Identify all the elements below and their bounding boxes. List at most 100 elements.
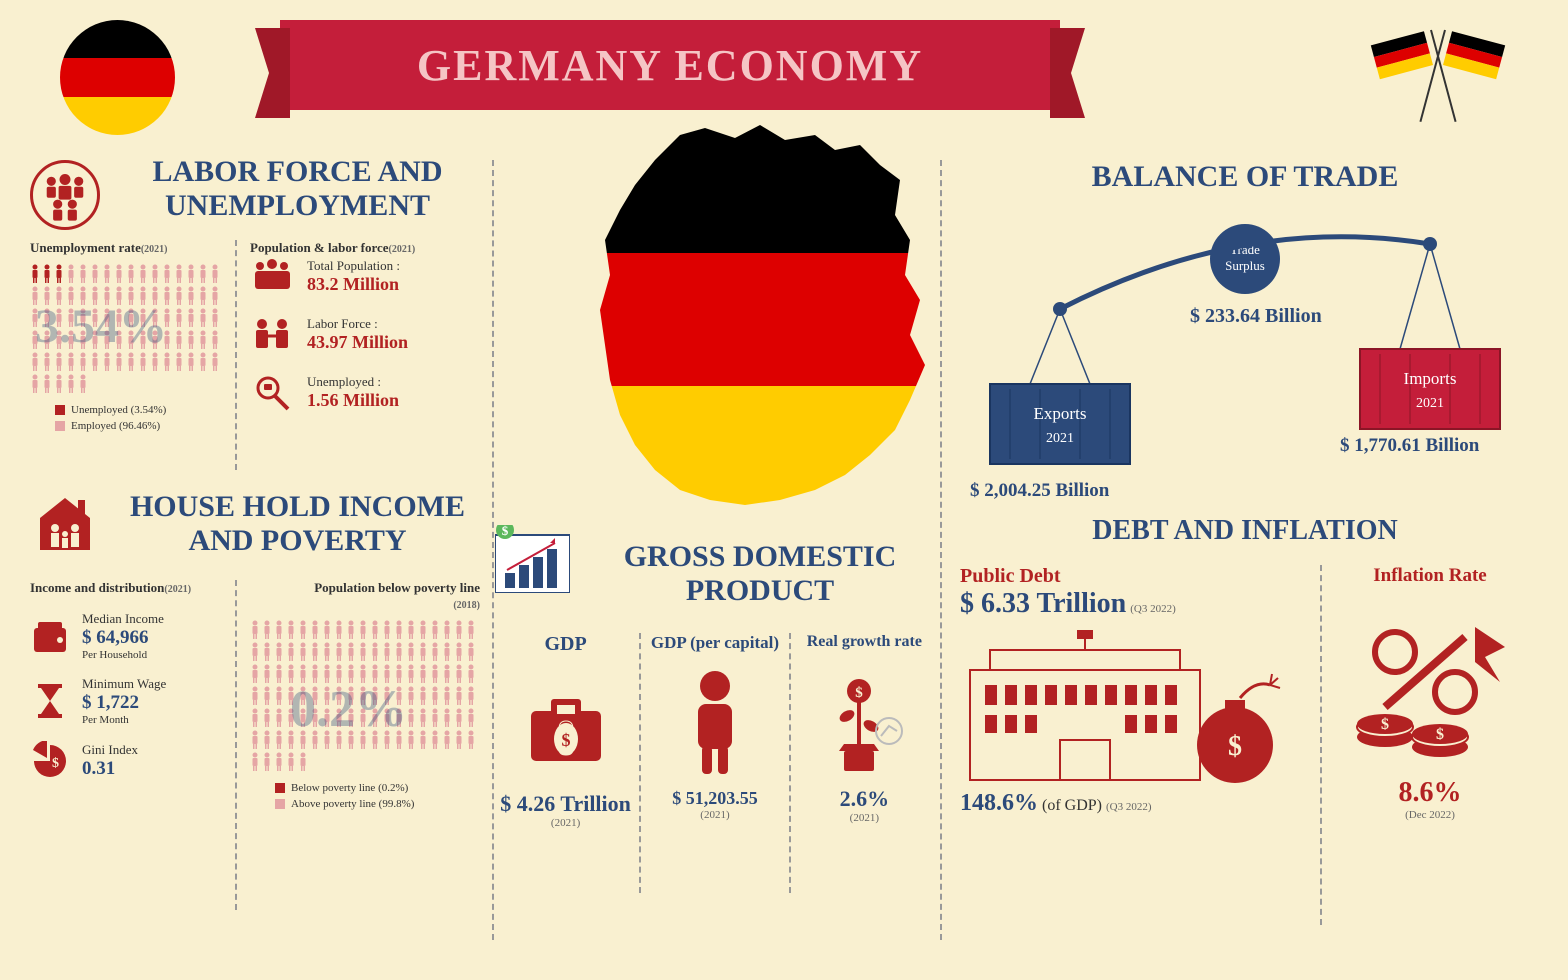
gdp-value: $ 4.26 Trillion	[498, 791, 633, 817]
legend-below: Below poverty line (0.2%)	[291, 782, 408, 794]
gdp-heading: GROSS DOMESTIC PRODUCT	[585, 540, 935, 608]
income-column: Income and distribution(2021) Median Inc…	[30, 580, 225, 796]
trade-heading: BALANCE OF TRADE	[960, 160, 1530, 194]
gdp-growth-col: Real growth rate $ 2.6% (2021)	[797, 633, 932, 893]
svg-text:2021: 2021	[1416, 396, 1444, 411]
svg-text:$: $	[561, 730, 570, 750]
gdp-growth-title: Real growth rate	[797, 633, 932, 651]
pop-heading: Population & labor force	[250, 240, 389, 255]
person-icon	[647, 663, 782, 783]
wage-label: Minimum Wage	[82, 676, 166, 692]
divider	[1320, 565, 1322, 925]
pop-value: 83.2 Million	[307, 274, 400, 295]
divider	[235, 240, 237, 470]
balance-scale-icon: Trade Surplus Exports 2021 Imports 2021	[960, 194, 1530, 514]
poverty-pct: 0.2%	[290, 680, 407, 739]
divider	[492, 160, 494, 940]
gini-label: Gini Index	[82, 742, 138, 758]
svg-text:$: $	[1436, 726, 1444, 743]
public-debt-column: Public Debt $ 6.33 Trillion (Q3 2022) $	[960, 565, 1310, 817]
divider	[940, 160, 942, 940]
gdp-percap-year: (2021)	[647, 809, 782, 821]
building-bomb-icon: $	[960, 630, 1310, 790]
labor-section: LABOR FORCE AND UNEMPLOYMENT Unemploymen…	[30, 155, 480, 223]
income-year: (2021)	[164, 584, 191, 595]
median-value: $ 64,966	[82, 627, 164, 649]
unemp-pop-label: Unemployed :	[307, 374, 399, 390]
svg-text:Imports: Imports	[1404, 369, 1457, 388]
debt-pct-year: (Q3 2022)	[1106, 801, 1152, 813]
debt-pct: 148.6%	[960, 790, 1038, 816]
svg-text:$: $	[52, 756, 59, 771]
unemployment-legend: Unemployed (3.54%) Employed (96.46%)	[30, 404, 225, 432]
gdp-growth-value: 2.6%	[797, 786, 932, 812]
unemp-heading: Unemployment rate	[30, 240, 141, 255]
svg-text:$: $	[1228, 731, 1242, 762]
crossed-flags-icon	[1368, 10, 1508, 140]
unemployment-pct: 3.54%	[35, 299, 167, 354]
legend-employed: Employed (96.46%)	[71, 420, 160, 432]
unemp-year: (2021)	[141, 244, 168, 255]
pop-label: Total Population :	[307, 258, 400, 274]
surplus-value: $ 233.64 Billion	[1190, 305, 1322, 328]
poverty-heading: Population below poverty line	[314, 580, 480, 595]
divider	[235, 580, 237, 910]
plant-growth-icon: $	[797, 661, 932, 781]
svg-text:Exports: Exports	[1034, 404, 1087, 423]
labor-people-icon	[30, 160, 100, 230]
poverty-column: Population below poverty line (2018) 0.2%…	[250, 580, 480, 814]
debt-section: DEBT AND INFLATION Public Debt $ 6.33 Tr…	[960, 515, 1530, 547]
gini-value: 0.31	[82, 758, 138, 780]
briefcase-icon: $	[498, 666, 633, 786]
hourglass-icon	[30, 681, 70, 721]
gdp-percap-col: GDP (per capital) $ 51,203.55 (2021)	[647, 633, 782, 893]
pie-dollar-icon: $	[30, 741, 70, 781]
germany-map-icon	[560, 120, 940, 520]
labor-force-icon	[250, 314, 295, 354]
svg-text:$: $	[1381, 716, 1389, 733]
labor-label: Labor Force :	[307, 316, 408, 332]
gdp-percap-title: GDP (per capital)	[647, 633, 782, 653]
unemployment-column: Unemployment rate(2021) 3.54% Unemployed…	[30, 240, 225, 436]
debt-pct-label: (of GDP)	[1042, 797, 1102, 814]
median-label: Median Income	[82, 611, 164, 627]
unemp-pop-value: 1.56 Million	[307, 390, 399, 411]
wage-sub: Per Month	[82, 714, 166, 726]
poverty-people-grid: 0.2%	[250, 620, 480, 772]
imports-value: $ 1,770.61 Billion	[1340, 435, 1479, 457]
median-sub: Per Household	[82, 649, 164, 661]
gdp-growth-year: (2021)	[797, 812, 932, 824]
debt-heading: DEBT AND INFLATION	[960, 515, 1530, 547]
gdp-percap-value: $ 51,203.55	[647, 788, 782, 809]
svg-text:$: $	[502, 525, 509, 538]
debt-year: (Q3 2022)	[1130, 603, 1176, 615]
wage-value: $ 1,722	[82, 692, 166, 714]
house-icon	[30, 490, 100, 555]
svg-text:$: $	[856, 685, 864, 701]
title-ribbon: GERMANY ECONOMY	[280, 20, 1060, 110]
pop-year: (2021)	[389, 244, 416, 255]
svg-text:2021: 2021	[1046, 431, 1074, 446]
svg-text:Surplus: Surplus	[1225, 258, 1265, 273]
household-heading: HOUSE HOLD INCOME AND POVERTY	[115, 490, 480, 558]
legend-unemployed: Unemployed (3.54%)	[71, 404, 166, 416]
wallet-icon	[30, 616, 70, 656]
inflation-year: (Dec 2022)	[1335, 809, 1525, 821]
poverty-year: (2018)	[453, 600, 480, 611]
labor-value: 43.97 Million	[307, 332, 408, 353]
labor-heading: LABOR FORCE AND UNEMPLOYMENT	[115, 155, 480, 223]
population-column: Population & labor force(2021) Total Pop…	[250, 240, 480, 430]
inflation-label: Inflation Rate	[1335, 565, 1525, 587]
poverty-legend: Below poverty line (0.2%) Above poverty …	[250, 782, 480, 810]
chart-icon: $	[495, 525, 570, 593]
divider	[639, 633, 641, 893]
gdp-title: GDP	[498, 633, 633, 656]
gdp-col: GDP $ $ 4.26 Trillion (2021)	[498, 633, 633, 893]
divider	[789, 633, 791, 893]
population-icon	[250, 256, 295, 296]
debt-value: $ 6.33 Trillion	[960, 588, 1126, 619]
legend-above: Above poverty line (99.8%)	[291, 798, 414, 810]
flag-circle-icon	[60, 20, 175, 135]
trade-section: BALANCE OF TRADE Trade Surplus Exports 2…	[960, 160, 1530, 519]
unemployed-icon	[250, 372, 295, 412]
